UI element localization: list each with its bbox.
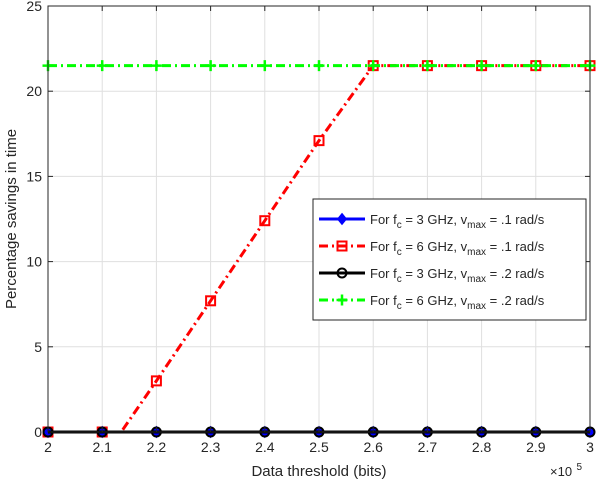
x-tick-label: 2.7: [418, 439, 438, 455]
legend-item-3: For fc = 3 GHz, vmax = .2 rad/s: [319, 266, 545, 285]
legend-subscript: max: [467, 247, 486, 258]
legend-subscript: c: [397, 301, 402, 312]
axis-ticks: 2 2.1 2.2 2.3 2.4 2.5 2.6 2.7 2.8 2.9 3 0 5 10 15 20 25: [26, 0, 594, 455]
x-axis-label: Data threshold (bits): [251, 463, 386, 480]
plus-marker: [421, 60, 433, 72]
y-tick-label: 25: [26, 0, 42, 14]
plus-marker: [530, 60, 542, 72]
plus-marker: [259, 60, 271, 72]
plus-marker: [205, 60, 217, 72]
plus-marker: [313, 60, 325, 72]
legend-text-part: For f: [370, 239, 397, 254]
legend-subscript: max: [467, 220, 486, 231]
y-tick-label: 0: [34, 424, 42, 440]
square-marker: [205, 295, 217, 307]
series-4: [42, 60, 596, 72]
legend-text-part: For f: [370, 212, 397, 227]
legend-label: For fc = 3 GHz, vmax = .1 rad/s: [370, 212, 545, 231]
x-tick-label: 2.4: [255, 439, 275, 455]
x-tick-label: 2.8: [472, 439, 492, 455]
x-axis-exponent: ×10 5: [550, 462, 583, 480]
legend-subscript: c: [397, 220, 402, 231]
legend-item-2: For fc = 6 GHz, vmax = .1 rad/s: [319, 239, 545, 258]
y-tick-label: 15: [26, 168, 42, 184]
y-axis-label: Percentage savings in time: [3, 129, 20, 309]
legend-text-part: = .1 rad/s: [486, 212, 545, 227]
square-marker: [259, 215, 271, 227]
y-tick-label: 20: [26, 83, 42, 99]
x-tick-label: 2: [44, 439, 52, 455]
x-axis-exponent-base: ×10: [550, 464, 572, 479]
square-marker: [150, 375, 162, 387]
legend-subscript: c: [397, 247, 402, 258]
legend-text-part: For f: [370, 293, 397, 308]
plus-marker: [367, 60, 379, 72]
legend-label: For fc = 6 GHz, vmax = .2 rad/s: [370, 293, 545, 312]
square-marker: [336, 240, 348, 252]
x-tick-label: 2.6: [363, 439, 383, 455]
legend-text-part: = 6 GHz, v: [402, 293, 468, 308]
circle-marker: [336, 267, 348, 279]
legend-item-4: For fc = 6 GHz, vmax = .2 rad/s: [319, 293, 545, 312]
x-tick-label: 3: [586, 439, 594, 455]
legend-subscript: max: [467, 301, 486, 312]
x-tick-label: 2.1: [92, 439, 112, 455]
plus-marker: [96, 60, 108, 72]
legend-item-1: For fc = 3 GHz, vmax = .1 rad/s: [319, 212, 545, 231]
legend-text-part: = .2 rad/s: [486, 293, 545, 308]
diamond-marker: [336, 212, 348, 226]
legend-text-part: = 3 GHz, v: [402, 212, 468, 227]
legend-text-part: = .2 rad/s: [486, 266, 545, 281]
legend-subscript: c: [397, 274, 402, 285]
legend-text-part: = 6 GHz, v: [402, 239, 468, 254]
y-tick-label: 5: [34, 339, 42, 355]
y-tick-label: 10: [26, 254, 42, 270]
square-marker: [313, 135, 325, 147]
plus-marker: [336, 294, 348, 306]
legend-subscript: max: [467, 274, 486, 285]
plus-marker: [150, 60, 162, 72]
legend-text-part: = 3 GHz, v: [402, 266, 468, 281]
x-tick-label: 2.2: [147, 439, 167, 455]
x-tick-label: 2.9: [526, 439, 546, 455]
legend-text-part: For f: [370, 266, 397, 281]
x-tick-label: 2.3: [201, 439, 221, 455]
x-tick-label: 2.5: [309, 439, 329, 455]
x-axis-exponent-power: 5: [577, 462, 583, 473]
legend-text-part: = .1 rad/s: [486, 239, 545, 254]
legend-label: For fc = 6 GHz, vmax = .1 rad/s: [370, 239, 545, 258]
legend-label: For fc = 3 GHz, vmax = .2 rad/s: [370, 266, 545, 285]
plus-marker: [476, 60, 488, 72]
